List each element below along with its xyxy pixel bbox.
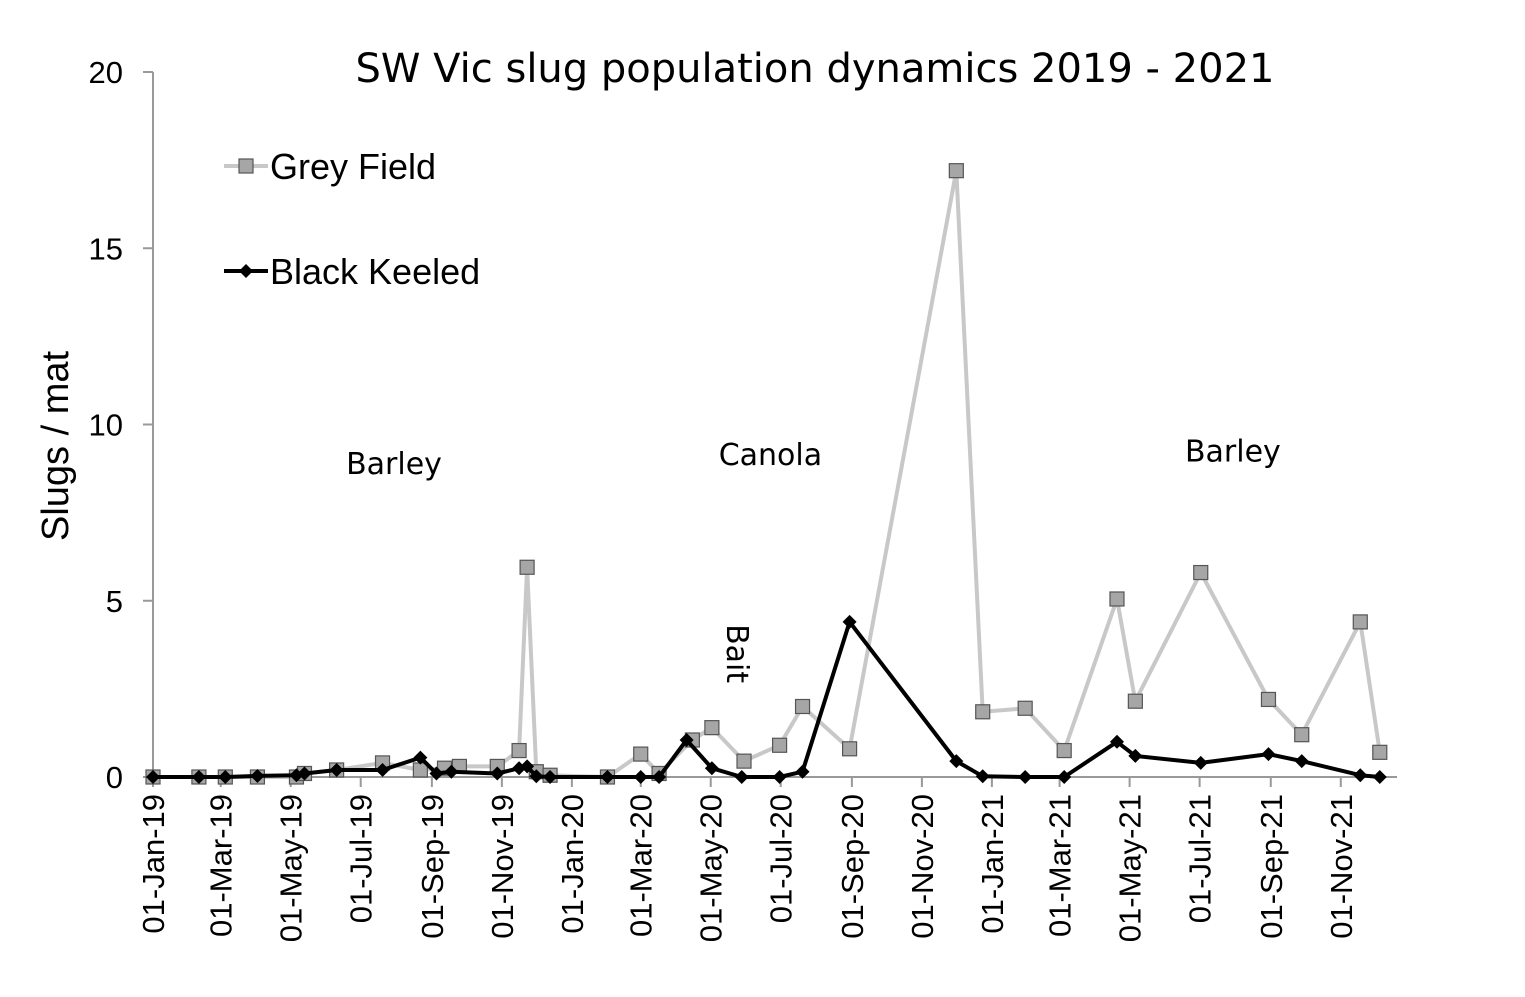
data-point: [841, 741, 858, 757]
y-axis-label: Slugs / mat: [35, 351, 77, 542]
x-tick-label: 01-Jul-21: [1183, 794, 1218, 923]
annotation-barley: Barley: [346, 447, 442, 482]
legend-marker: [239, 264, 253, 278]
data-point: [1353, 768, 1368, 783]
x-tick-label: 01-May-21: [1113, 794, 1148, 942]
data-point: [413, 750, 428, 765]
data-point: [1260, 691, 1277, 708]
x-tick-label: 01-Mar-21: [1043, 794, 1078, 937]
data-point: [948, 163, 964, 179]
data-point: [1193, 564, 1209, 581]
data-point: [1261, 747, 1276, 762]
y-tick-label: 20: [89, 55, 123, 90]
data-point: [734, 770, 749, 784]
data-point: [1109, 734, 1124, 749]
data-point: [633, 770, 648, 784]
data-point: [1128, 748, 1143, 763]
x-tick-label: 01-Jul-19: [344, 794, 379, 923]
data-point: [1056, 742, 1072, 759]
data-point: [704, 720, 720, 736]
data-point: [375, 762, 390, 777]
data-point: [1294, 727, 1310, 743]
series-line: [153, 619, 1380, 779]
x-tick-label: 01-Nov-20: [905, 794, 940, 939]
data-point: [250, 768, 265, 783]
x-tick-label: 01-May-20: [694, 794, 729, 942]
x-tick-label: 01-Nov-19: [485, 794, 520, 939]
legend: Grey Field Black Keeled: [224, 146, 480, 292]
data-point: [949, 754, 964, 769]
x-tick-label: 01-Jan-19: [136, 794, 171, 934]
legend-label: Grey Field: [270, 146, 436, 187]
x-tick-label: 01-Jul-20: [764, 794, 799, 923]
series-black-keeled: [146, 614, 1387, 784]
data-point: [794, 698, 811, 715]
annotations: Barley Canola Barley Bait: [346, 435, 1281, 684]
data-point: [842, 614, 857, 629]
data-point: [1057, 770, 1072, 784]
x-tick-label: 01-May-19: [274, 794, 309, 942]
annotation-bait: Bait: [719, 624, 754, 683]
data-point: [975, 769, 990, 784]
y-tick-label: 10: [89, 408, 123, 443]
legend-item-grey-field: Grey Field: [224, 146, 436, 187]
data-point: [146, 770, 160, 784]
x-tick-label: 01-Sep-19: [415, 794, 450, 939]
y-tick-label: 5: [106, 584, 123, 619]
data-point: [652, 770, 667, 784]
x-tick-label: 01-Sep-20: [835, 794, 870, 939]
data-point: [191, 770, 206, 784]
data-point: [429, 766, 444, 781]
data-point: [1127, 693, 1143, 709]
annotation-barley: Barley: [1185, 435, 1281, 470]
data-point: [297, 766, 312, 781]
legend-marker: [238, 158, 254, 174]
y-axis-ticks: 0 5 10 15 20: [89, 55, 153, 795]
data-point: [543, 770, 558, 784]
data-point: [1109, 591, 1125, 607]
x-tick-label: 01-Mar-19: [204, 794, 239, 937]
data-point: [519, 559, 535, 575]
data-point: [1017, 700, 1033, 716]
data-point: [975, 704, 991, 720]
x-tick-label: 01-Nov-21: [1324, 794, 1359, 939]
data-point: [736, 753, 752, 769]
data-point: [1352, 614, 1368, 630]
x-tick-label: 01-Jan-21: [975, 794, 1010, 934]
legend-item-black-keeled: Black Keeled: [224, 251, 480, 292]
data-point: [795, 764, 810, 779]
data-point: [771, 737, 788, 753]
data-point: [1018, 770, 1033, 784]
chart-title: SW Vic slug population dynamics 2019 - 2…: [356, 46, 1275, 92]
data-point: [1372, 744, 1388, 760]
data-point: [490, 766, 505, 781]
x-axis-ticks: 01-Jan-19 01-Mar-19 01-May-19 01-Jul-19 01-S…: [136, 777, 1359, 942]
data-point: [444, 764, 459, 779]
x-tick-label: 01-Jan-20: [555, 794, 590, 934]
legend-label: Black Keeled: [270, 251, 480, 292]
series-layer: [145, 163, 1388, 785]
data-point: [529, 769, 544, 784]
data-point: [600, 770, 615, 784]
data-point: [520, 759, 535, 774]
data-point: [329, 762, 344, 777]
y-tick-label: 15: [89, 231, 123, 266]
data-point: [1193, 755, 1208, 770]
data-point: [633, 746, 649, 762]
y-tick-label: 0: [106, 760, 123, 795]
data-point: [679, 732, 694, 747]
data-point: [704, 761, 719, 776]
annotation-canola: Canola: [719, 438, 822, 473]
data-point: [1372, 770, 1387, 784]
data-point: [772, 770, 787, 784]
data-point: [1294, 754, 1309, 769]
data-point: [218, 770, 233, 784]
data-point: [511, 742, 527, 759]
x-tick-label: 01-Mar-20: [624, 794, 659, 937]
x-tick-label: 01-Sep-21: [1254, 794, 1289, 939]
